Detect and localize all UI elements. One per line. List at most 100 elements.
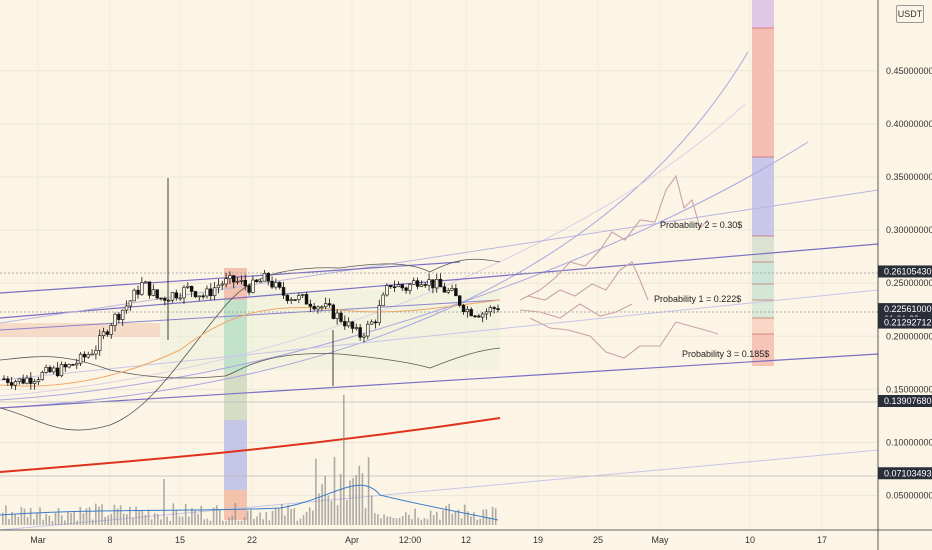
volume-bar [184, 503, 187, 525]
volume-bar [305, 511, 308, 525]
x-tick-label: 8 [107, 535, 112, 545]
candle-body [90, 353, 94, 356]
volume-bar [389, 516, 392, 525]
candle-body [404, 287, 408, 291]
volume-bar [349, 480, 351, 525]
candle-body [458, 295, 462, 306]
price-tag-label: 0.21292712 [884, 318, 932, 328]
volume-bar [374, 513, 376, 525]
price-tag[interactable] [878, 265, 932, 278]
candle-body [492, 307, 496, 309]
candle-body [255, 279, 259, 282]
fib-curve [0, 103, 746, 397]
fib-zone-left [224, 420, 247, 490]
projection-path [519, 303, 633, 319]
candle-body [435, 278, 439, 289]
volume-bar [361, 473, 364, 525]
volume-bar [343, 395, 345, 525]
volume-bar [194, 509, 196, 525]
candle-body [124, 305, 129, 311]
supply-zone [0, 323, 160, 337]
volume-bar [271, 510, 274, 525]
price-tag[interactable] [878, 316, 932, 329]
volume-bar [163, 479, 165, 525]
volume-bar [101, 504, 103, 525]
x-tick-label: 22 [247, 535, 257, 545]
y-tick-label: 0.25000000 [886, 278, 932, 288]
volume-bar [26, 517, 29, 525]
candle-body [228, 275, 232, 280]
candle-body [220, 283, 224, 286]
volume-bar [82, 513, 85, 525]
candle-body [25, 377, 29, 384]
candle-body [75, 362, 79, 366]
volume-bar [243, 516, 246, 525]
volume-bar [67, 512, 69, 525]
candle-body [335, 312, 339, 319]
candle-body [201, 295, 205, 298]
volume-bar [296, 520, 299, 525]
volume-bar [237, 520, 240, 525]
ma-orange [0, 299, 501, 387]
volume-bar [265, 512, 268, 525]
volume-bar [259, 512, 261, 525]
volume-bar [122, 513, 125, 525]
candle-body [52, 367, 56, 373]
volume-bar [113, 504, 116, 525]
volume-bar [423, 518, 426, 525]
candle-body [289, 299, 293, 301]
candle-body [166, 299, 171, 302]
candle-body [235, 280, 240, 283]
volume-bar [256, 516, 258, 525]
volume-bar [358, 465, 361, 525]
fib-zone-left [224, 372, 247, 420]
candle-body [82, 353, 87, 358]
candle-body [239, 280, 244, 282]
volume-bar [460, 518, 463, 525]
volume-bar [429, 510, 432, 525]
volume-bar [225, 520, 227, 525]
fib-zone-right [752, 157, 774, 236]
candle-body [312, 306, 316, 310]
candle-body [366, 323, 370, 337]
candle-body [143, 281, 148, 284]
candle-body [316, 306, 320, 310]
volume-bar [339, 473, 342, 525]
y-tick-label: 0.05000000 [886, 491, 932, 501]
volume-bar [253, 518, 255, 525]
candle-body [6, 378, 10, 383]
volume-bar [299, 518, 302, 525]
trend-line [0, 289, 879, 381]
volume-bar [246, 510, 249, 525]
fib-zone-right [752, 334, 774, 366]
band-upper [0, 258, 501, 431]
volume-bar [312, 510, 314, 525]
candle-body [258, 280, 263, 283]
price-tag[interactable] [878, 395, 932, 408]
volume-bar [445, 505, 447, 525]
candle-body [461, 305, 466, 312]
candle-body [415, 280, 420, 287]
candle-body [270, 280, 274, 288]
volume-bar [209, 520, 212, 525]
volume-bar [203, 519, 206, 525]
volume-bar [70, 513, 72, 525]
candle-body [300, 294, 305, 296]
candle-body [155, 289, 159, 299]
candle-body [320, 306, 324, 309]
currency-badge[interactable]: USDT [896, 5, 924, 23]
volume-bar [380, 518, 382, 525]
volume-bar [318, 493, 320, 525]
candle-body [109, 325, 113, 335]
candle-body [9, 382, 14, 386]
candle-body [465, 309, 470, 312]
band-lower [0, 347, 501, 379]
volume-bar [262, 519, 264, 525]
price-tag[interactable] [878, 467, 932, 480]
candle-body [209, 288, 213, 297]
volume-bar [392, 518, 395, 525]
y-tick-label: 0.30000000 [886, 225, 932, 235]
volume-bar [119, 505, 122, 525]
fib-curve [0, 141, 809, 401]
